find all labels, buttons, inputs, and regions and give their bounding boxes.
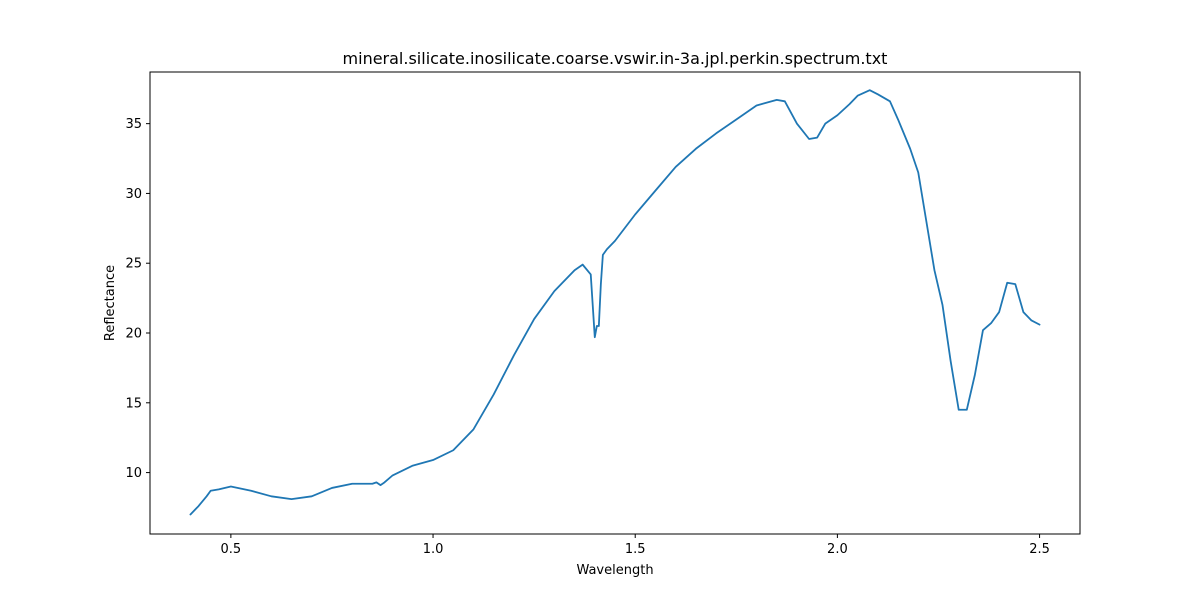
y-tick-label: 25 xyxy=(125,257,142,272)
y-tick-label: 10 xyxy=(125,466,142,481)
x-tick-label: 2.5 xyxy=(1029,542,1050,557)
x-tick-label: 1.0 xyxy=(423,542,444,557)
x-tick-label: 0.5 xyxy=(221,542,242,557)
chart-title: mineral.silicate.inosilicate.coarse.vswi… xyxy=(343,49,888,68)
axes-frame xyxy=(149,71,1081,535)
x-axis-title: Wavelength xyxy=(576,563,653,578)
plot-area xyxy=(189,89,1041,516)
y-axis: 10 15 20 25 30 35 xyxy=(125,117,150,481)
y-tick-label: 30 xyxy=(125,187,142,202)
spectrum-line-series-0 xyxy=(189,89,1041,516)
x-axis: 0.5 1.0 1.5 2.0 2.5 xyxy=(221,534,1050,557)
y-tick-label: 35 xyxy=(125,117,142,132)
x-tick-label: 2.0 xyxy=(827,542,848,557)
y-tick-label: 15 xyxy=(125,396,142,411)
x-tick-label: 1.5 xyxy=(625,542,646,557)
y-axis-title: Reflectance xyxy=(103,265,118,341)
y-tick-label: 20 xyxy=(125,327,142,342)
